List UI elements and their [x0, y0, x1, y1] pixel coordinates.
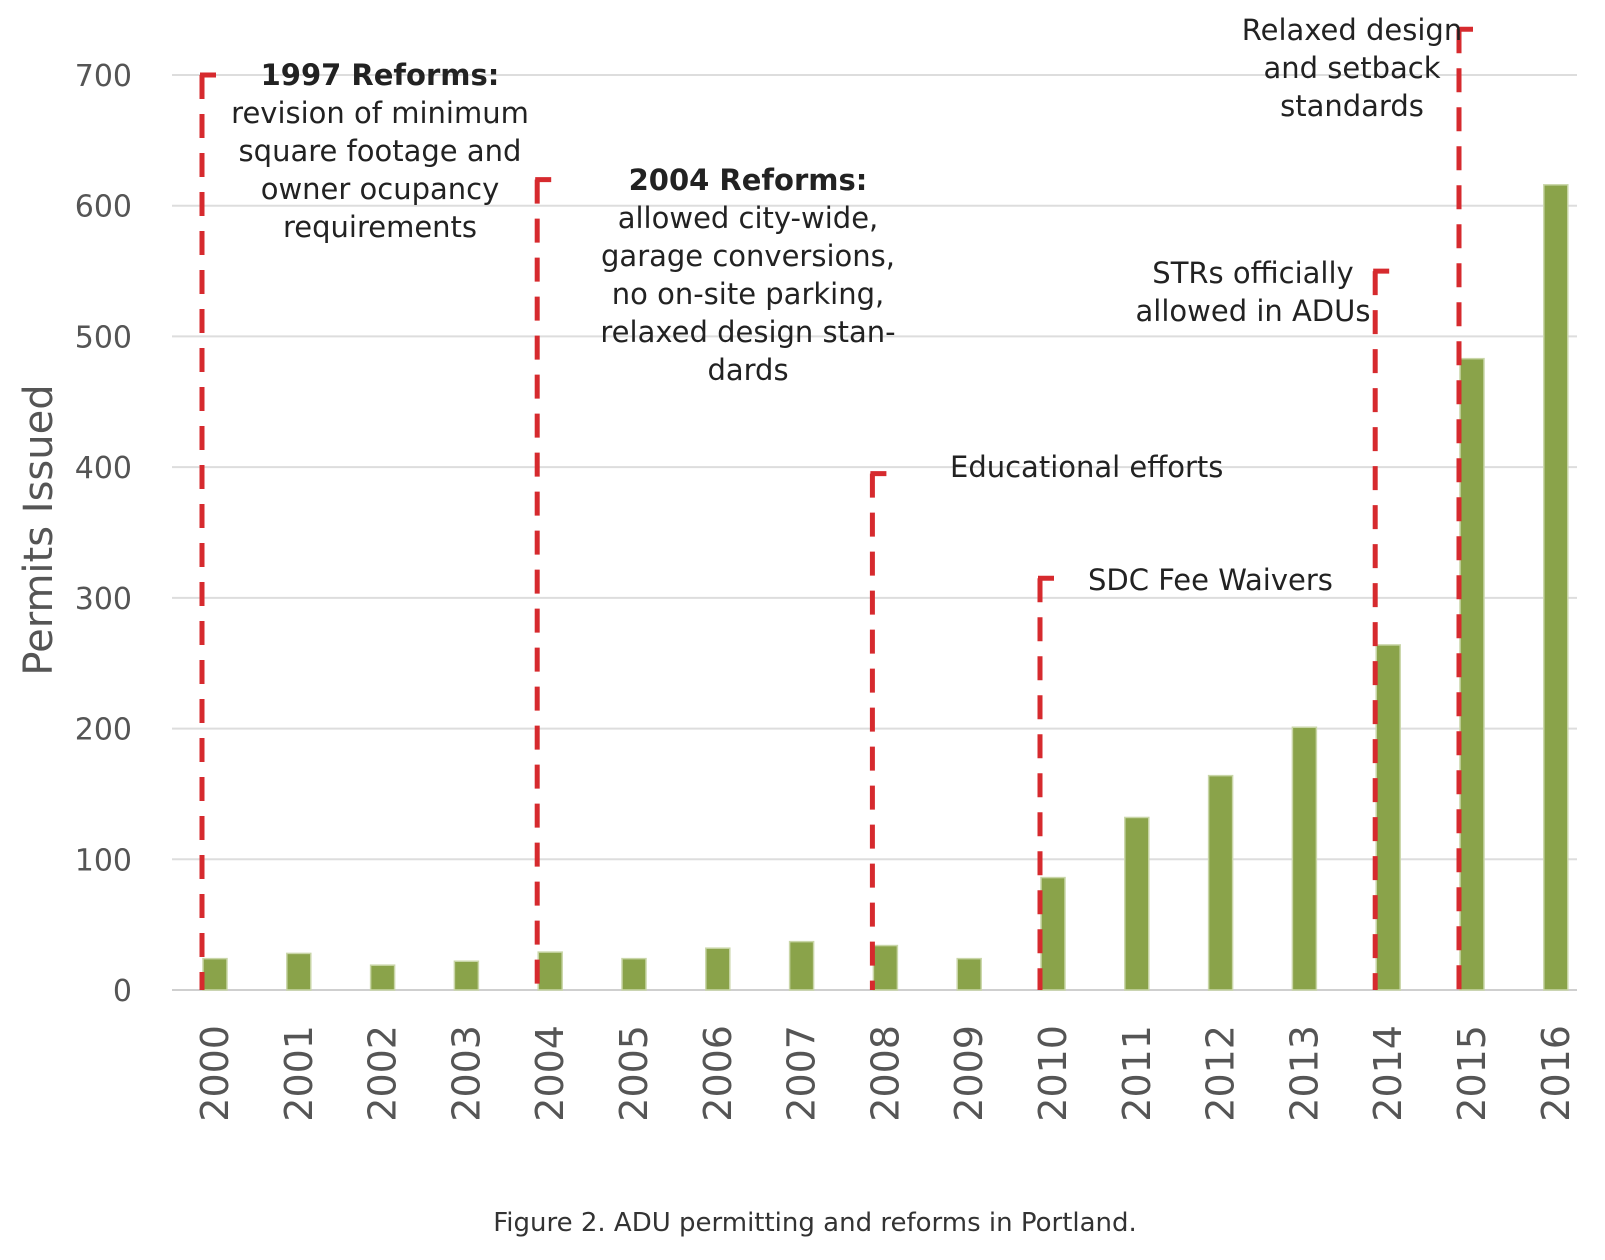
bar-2003 [453, 960, 480, 991]
bar-2013 [1291, 726, 1318, 991]
x-tick-label: 2001 [277, 1025, 321, 1122]
annotation-text: allowed city-wide, [618, 201, 879, 235]
y-tick-label: 300 [75, 582, 132, 617]
bar-2014 [1375, 644, 1401, 991]
annotation-text: relaxed design stan- [600, 315, 895, 349]
annotation-text: SDC Fee Waivers [1088, 563, 1333, 597]
x-tick-label: 2011 [1115, 1025, 1159, 1122]
x-tick-label: 2015 [1450, 1025, 1494, 1122]
annotation-text: Relaxed design [1242, 13, 1462, 47]
y-tick-label: 600 [75, 190, 132, 225]
annotation-2008: Educational efforts [869, 450, 1223, 990]
x-tick-label: 2003 [444, 1025, 488, 1122]
x-tick-label: 2006 [696, 1025, 740, 1122]
bar-2010 [1040, 876, 1066, 991]
bar-2012 [1207, 774, 1234, 991]
bar-2011 [1124, 816, 1150, 991]
x-tick-label: 2002 [361, 1025, 405, 1122]
x-tick-label: 2005 [612, 1025, 656, 1122]
annotation-text: allowed in ADUs [1136, 294, 1371, 328]
y-tick-label: 700 [75, 59, 132, 94]
annotation-text: owner ocupancy [261, 172, 500, 206]
annotation-heading: 1997 Reforms: [261, 58, 500, 92]
x-tick-label: 2013 [1282, 1025, 1326, 1122]
x-tick-label: 2008 [863, 1025, 907, 1122]
reform-annotations: 1997 Reforms: revision of minimum square f… [199, 13, 1473, 990]
bar-2015 [1459, 357, 1485, 991]
bar-2008 [872, 944, 899, 991]
annotation-2014: STRs officially allowed in ADUs [1136, 256, 1390, 990]
x-tick-label: 2000 [193, 1025, 237, 1122]
bars [202, 184, 1569, 991]
bar-2007 [788, 940, 815, 991]
bar-2004 [537, 951, 563, 991]
annotation-text: and setback [1263, 51, 1440, 85]
annotation-2004: 2004 Reforms: allowed city-wide, garage co… [534, 163, 896, 990]
annotation-text: Educational efforts [950, 450, 1223, 484]
annotation-text: garage conversions, [601, 239, 895, 273]
annotation-heading: 2004 Reforms: [629, 163, 868, 197]
annotation-text: requirements [283, 210, 477, 244]
y-tick-label: 500 [75, 320, 132, 355]
annotation-text: standards [1280, 89, 1424, 123]
bar-2009 [956, 957, 982, 991]
x-tick-label: 2009 [947, 1025, 991, 1122]
bar-2002 [369, 964, 396, 991]
y-tick-label: 0 [113, 974, 132, 1009]
annotation-text: revision of minimum [231, 96, 529, 130]
bar-2001 [286, 952, 312, 991]
annotation-text: no on-site parking, [612, 277, 884, 311]
bar-2000 [202, 957, 228, 991]
x-tick-label: 2012 [1199, 1025, 1243, 1122]
x-tick-label: 2014 [1366, 1025, 1410, 1122]
annotation-text: square footage and [239, 134, 522, 168]
annotation-text: STRs officially [1152, 256, 1353, 290]
y-tick-label: 100 [75, 843, 132, 878]
y-tick-label: 400 [75, 451, 132, 486]
bar-2016 [1543, 184, 1569, 991]
annotation-2010: SDC Fee Waivers [1037, 563, 1333, 990]
x-tick-label: 2016 [1534, 1025, 1578, 1122]
annotation-text: dards [707, 353, 788, 387]
y-axis-ticks: 0 100 200 300 400 500 600 700 [75, 59, 132, 1009]
annotation-2000: 1997 Reforms: revision of minimum square f… [199, 58, 529, 990]
x-axis-ticks: 2000 2001 2002 2003 2004 2005 2006 2007 2008 2009… [193, 1025, 1578, 1122]
x-tick-label: 2007 [780, 1025, 824, 1122]
y-axis-label: Permits Issued [16, 384, 62, 675]
bar-2005 [621, 957, 647, 991]
figure-caption: Figure 2. ADU permitting and reforms in … [493, 1208, 1137, 1238]
annotation-2015: Relaxed design and setback standards [1242, 13, 1473, 990]
x-tick-label: 2004 [528, 1025, 572, 1122]
y-tick-label: 200 [75, 713, 132, 748]
bar-2006 [705, 947, 731, 991]
x-tick-label: 2010 [1031, 1025, 1075, 1122]
